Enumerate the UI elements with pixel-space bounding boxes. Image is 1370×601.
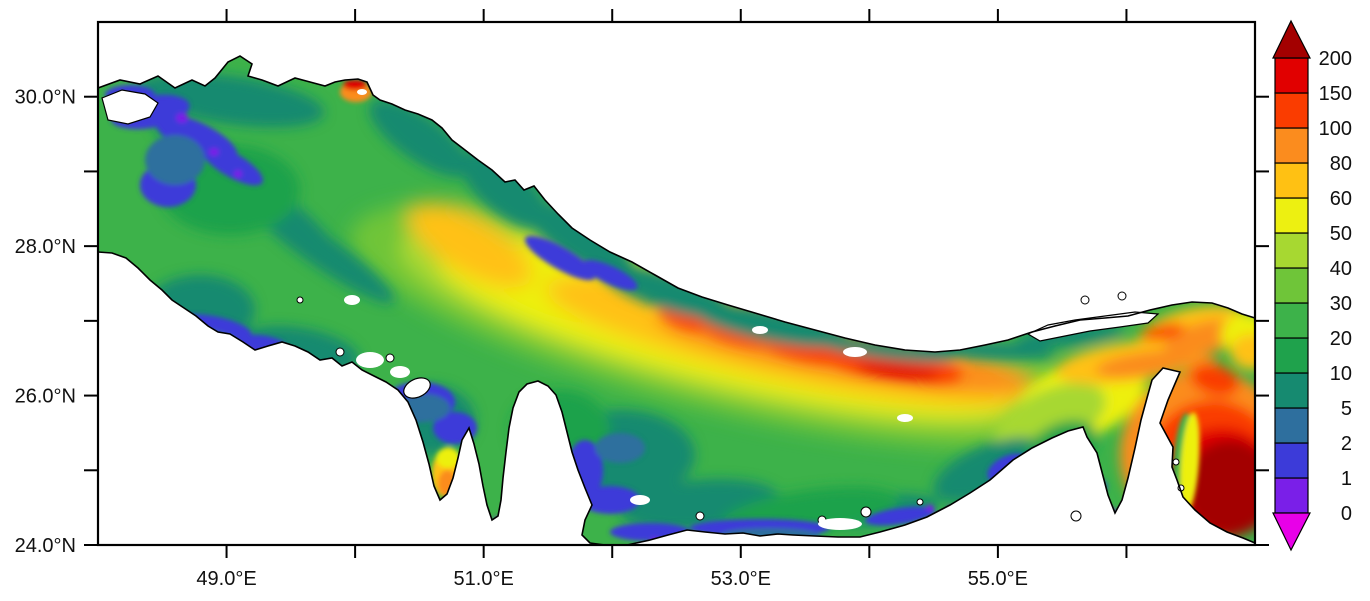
y-tick-label: 26.0°N (15, 386, 76, 408)
colorbar-segment (1274, 337, 1309, 374)
nw-lagoon (101, 89, 159, 125)
colorbar-label: 30 (1330, 293, 1352, 315)
colorbar-over-arrow (1272, 19, 1311, 59)
field-blob (595, 433, 645, 463)
colorbar-segment (1274, 92, 1309, 129)
field-blob (245, 196, 395, 304)
colorbar-segment (1274, 407, 1309, 444)
field-blob (1230, 334, 1255, 370)
colorbar-segment (1274, 57, 1309, 94)
colorbar-label: 100 (1319, 118, 1352, 140)
colorbar-label: 1 (1341, 468, 1352, 490)
field-blob (856, 362, 940, 380)
colorbar-segment (1274, 372, 1309, 409)
field-blob (436, 448, 460, 468)
water-field (98, 56, 1255, 545)
y-tick-label: 30.0°N (15, 87, 76, 109)
colorbar-label: 150 (1319, 83, 1352, 105)
field-blob (1184, 440, 1255, 536)
y-tick-label: 24.0°N (15, 535, 76, 557)
bahrain-island (403, 377, 431, 399)
field-blob (369, 99, 471, 177)
colorbar-segment (1274, 162, 1309, 199)
field-blob (693, 304, 851, 348)
field-blob (1190, 364, 1240, 396)
colorbar-label: 80 (1330, 153, 1352, 175)
field-blob (343, 80, 367, 90)
field-blob (582, 259, 638, 291)
colorbar-segment (1274, 197, 1309, 234)
plot-frame (96, 20, 1257, 547)
x-tick-label: 49.0°E (196, 568, 256, 590)
field-blob (514, 394, 546, 462)
colorbar-label: 50 (1330, 223, 1352, 245)
colorbar-label: 60 (1330, 188, 1352, 210)
colorbar-segment (1274, 442, 1309, 479)
x-tick-label: 55.0°E (968, 568, 1028, 590)
field-blob (524, 235, 596, 281)
colorbar-label: 200 (1319, 48, 1352, 70)
field-blob (407, 202, 533, 288)
colorbar-label: 20 (1330, 328, 1352, 350)
field-blob (246, 349, 254, 355)
field-blob (524, 200, 636, 280)
data-gaps (344, 89, 955, 530)
colorbar-segment (1274, 477, 1309, 514)
colorbar-under-arrow (1272, 512, 1311, 552)
colorbar-label: 40 (1330, 258, 1352, 280)
field-blob (145, 135, 205, 185)
colorbar-segment (1274, 127, 1309, 164)
colorbar-label: 2 (1341, 433, 1352, 455)
field-blob (926, 505, 934, 511)
field-blob (176, 113, 188, 123)
colorbar-label: 5 (1341, 398, 1352, 420)
colorbar-label: 0 (1341, 503, 1352, 525)
colorbar-segment (1274, 267, 1309, 304)
field-blob (1180, 412, 1200, 512)
islands-and-gaps (101, 89, 1185, 530)
field-blob (815, 337, 955, 363)
colorbar-segment (1274, 232, 1309, 269)
axes: 49.0°E 51.0°E 53.0°E 55.0°E 30.0°N 28.0°N 26.0… (15, 9, 1269, 590)
colorbar-segment (1274, 302, 1309, 339)
colorbar-label: 10 (1330, 363, 1352, 385)
field-blob (1141, 323, 1185, 341)
y-tick-label: 28.0°N (15, 236, 76, 258)
colorbar: 0 1 2 5 10 20 30 40 50 60 80 100 150 200 (1272, 19, 1352, 552)
field-blob (234, 170, 242, 178)
field-blob (400, 394, 450, 422)
qeshm-island (1026, 311, 1160, 342)
x-tick-label: 51.0°E (454, 568, 514, 590)
coastline (97, 55, 1256, 546)
field-blob (580, 486, 640, 514)
x-tick-label: 53.0°E (711, 568, 771, 590)
field-blob (209, 148, 219, 156)
